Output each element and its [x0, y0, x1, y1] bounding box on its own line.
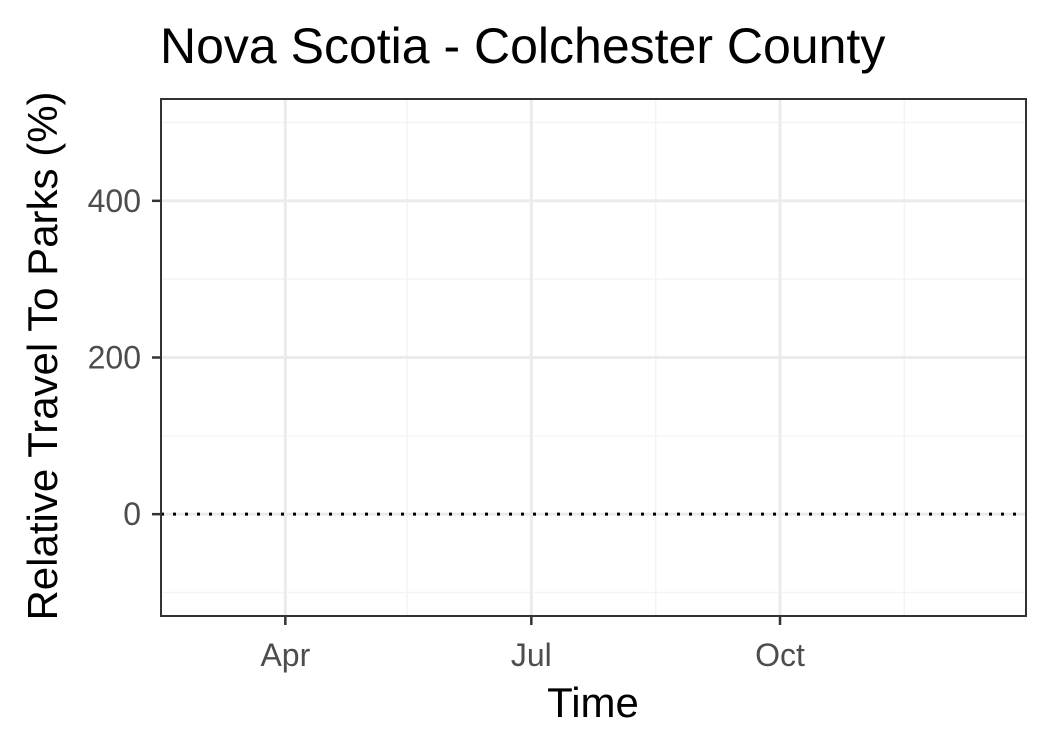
y-tick-label: 400 — [88, 183, 141, 219]
y-tick-label: 200 — [88, 340, 141, 376]
x-axis-title: Time — [547, 679, 639, 726]
y-axis: 0 200 400 — [88, 183, 161, 532]
x-tick-label: Jul — [511, 637, 552, 673]
y-tick-label: 0 — [123, 496, 141, 532]
chart-title: Nova Scotia - Colchester County — [160, 18, 885, 74]
x-axis: Apr Jul Oct — [260, 616, 805, 673]
y-axis-title: Relative Travel To Parks (%) — [19, 91, 66, 620]
x-tick-label: Apr — [260, 637, 310, 673]
x-tick-label: Oct — [755, 637, 805, 673]
major-grid — [161, 99, 1026, 616]
